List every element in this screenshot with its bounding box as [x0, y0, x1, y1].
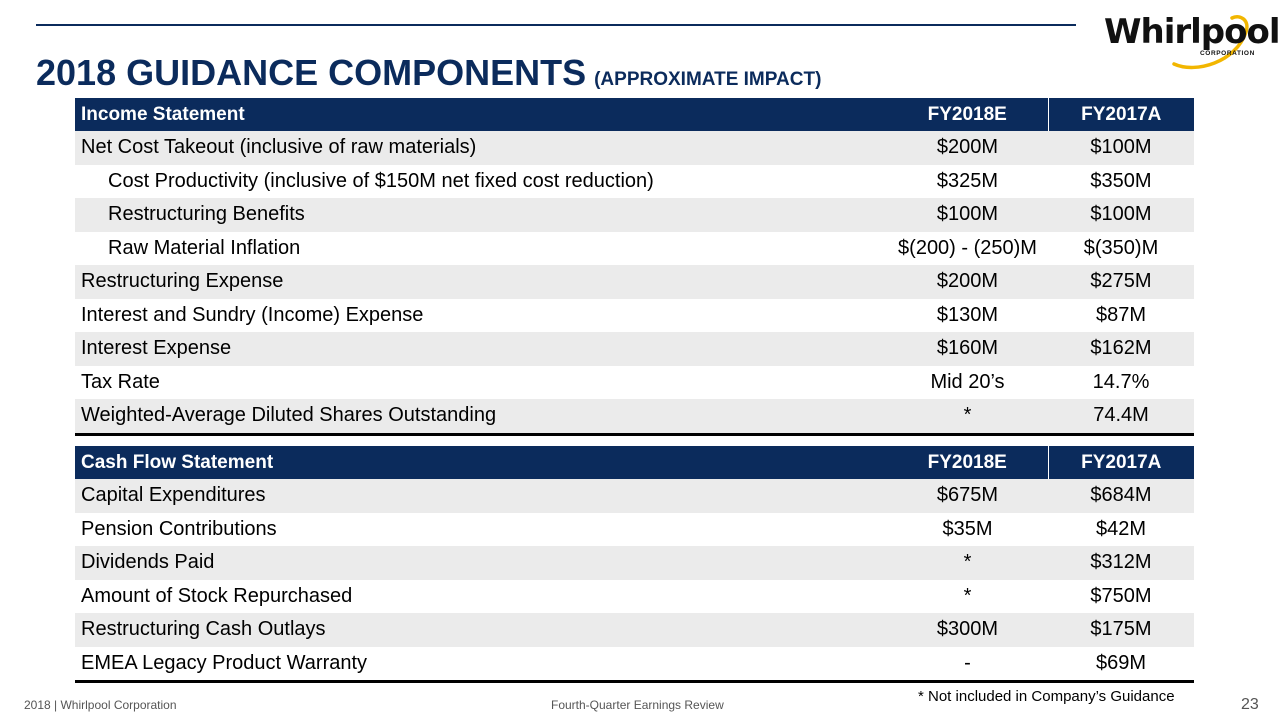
- cash-flow-statement-table: Cash Flow Statement FY2018E FY2017A Capi…: [75, 446, 1194, 683]
- table-row: Net Cost Takeout (inclusive of raw mater…: [75, 131, 1194, 165]
- row-label: Amount of Stock Repurchased: [75, 579, 887, 613]
- table-row: Weighted-Average Diluted Shares Outstand…: [75, 399, 1194, 436]
- guidance-footnote: * Not included in Company’s Guidance: [918, 688, 1175, 705]
- cashflow-header-label: Cash Flow Statement: [75, 446, 887, 479]
- table-row: Pension Contributions $35M $42M: [75, 512, 1194, 546]
- logo-wordmark: Whirlpool: [1104, 12, 1280, 52]
- fy2017a-value: $275M: [1048, 265, 1194, 299]
- fy2018e-value: -: [887, 646, 1048, 683]
- fy2018e-value: $300M: [887, 613, 1048, 647]
- fy2017a-value: $312M: [1048, 546, 1194, 580]
- row-label: Pension Contributions: [75, 512, 887, 546]
- fy2017a-value: $162M: [1048, 332, 1194, 366]
- page-subtitle: (APPROXIMATE IMPACT): [594, 69, 822, 90]
- row-label: Restructuring Expense: [75, 265, 887, 299]
- table-row: Restructuring Benefits $100M $100M: [75, 198, 1194, 232]
- fy2017a-value: $69M: [1048, 646, 1194, 683]
- row-label: Restructuring Benefits: [75, 198, 887, 232]
- fy2018e-value: *: [887, 399, 1048, 436]
- income-statement-table: Income Statement FY2018E FY2017A Net Cos…: [75, 98, 1194, 436]
- row-label: Tax Rate: [75, 365, 887, 399]
- fy2018e-value: *: [887, 546, 1048, 580]
- table-row: Dividends Paid * $312M: [75, 546, 1194, 580]
- table-row: Cost Productivity (inclusive of $150M ne…: [75, 164, 1194, 198]
- income-header-fy2018e: FY2018E: [887, 98, 1049, 131]
- fy2018e-value: $325M: [887, 164, 1048, 198]
- fy2018e-value: Mid 20’s: [887, 365, 1048, 399]
- footer-presentation-title: Fourth-Quarter Earnings Review: [551, 698, 724, 712]
- row-label: Cost Productivity (inclusive of $150M ne…: [75, 164, 887, 198]
- fy2017a-value: $42M: [1048, 512, 1194, 546]
- fy2017a-value: $100M: [1048, 198, 1194, 232]
- row-label: Interest and Sundry (Income) Expense: [75, 298, 887, 332]
- income-header-fy2017a: FY2017A: [1048, 98, 1194, 131]
- logo-swirl-icon: [1172, 15, 1249, 70]
- income-header-row: Income Statement FY2018E FY2017A: [75, 98, 1194, 131]
- page-title-main: 2018 GUIDANCE COMPONENTS: [36, 52, 587, 93]
- row-label: Capital Expenditures: [75, 479, 887, 513]
- row-label: EMEA Legacy Product Warranty: [75, 646, 887, 683]
- table-row: Restructuring Expense $200M $275M: [75, 265, 1194, 299]
- row-label: Interest Expense: [75, 332, 887, 366]
- fy2018e-value: $130M: [887, 298, 1048, 332]
- row-label: Net Cost Takeout (inclusive of raw mater…: [75, 131, 887, 165]
- fy2018e-value: $(200) - (250)M: [887, 231, 1048, 265]
- fy2018e-value: *: [887, 579, 1048, 613]
- header-rule: [36, 24, 1076, 26]
- page-number: 23: [1241, 696, 1259, 713]
- fy2017a-value: 14.7%: [1048, 365, 1194, 399]
- fy2018e-value: $160M: [887, 332, 1048, 366]
- table-row: Interest Expense $160M $162M: [75, 332, 1194, 366]
- row-label: Dividends Paid: [75, 546, 887, 580]
- table-row: Capital Expenditures $675M $684M: [75, 479, 1194, 513]
- fy2017a-value: $100M: [1048, 131, 1194, 165]
- income-header-label: Income Statement: [75, 98, 887, 131]
- cashflow-header-fy2018e: FY2018E: [887, 446, 1049, 479]
- row-label: Weighted-Average Diluted Shares Outstand…: [75, 399, 887, 436]
- fy2017a-value: $750M: [1048, 579, 1194, 613]
- fy2018e-value: $200M: [887, 131, 1048, 165]
- fy2017a-value: $175M: [1048, 613, 1194, 647]
- table-row: Raw Material Inflation $(200) - (250)M $…: [75, 231, 1194, 265]
- fy2017a-value: $(350)M: [1048, 231, 1194, 265]
- table-row: Interest and Sundry (Income) Expense $13…: [75, 298, 1194, 332]
- fy2017a-value: $87M: [1048, 298, 1194, 332]
- page-title: 2018 GUIDANCE COMPONENTS (APPROXIMATE IMP…: [36, 52, 821, 94]
- row-label: Raw Material Inflation: [75, 231, 887, 265]
- table-row: Amount of Stock Repurchased * $750M: [75, 579, 1194, 613]
- footer-company: 2018 | Whirlpool Corporation: [24, 698, 177, 712]
- fy2018e-value: $100M: [887, 198, 1048, 232]
- fy2017a-value: $350M: [1048, 164, 1194, 198]
- fy2017a-value: 74.4M: [1048, 399, 1194, 436]
- fy2018e-value: $200M: [887, 265, 1048, 299]
- logo-tagline: CORPORATION: [1200, 50, 1255, 57]
- whirlpool-logo: Whirlpool CORPORATION: [1104, 12, 1280, 70]
- cashflow-header-fy2017a: FY2017A: [1048, 446, 1194, 479]
- table-row: Tax Rate Mid 20’s 14.7%: [75, 365, 1194, 399]
- fy2017a-value: $684M: [1048, 479, 1194, 513]
- table-row: Restructuring Cash Outlays $300M $175M: [75, 613, 1194, 647]
- row-label: Restructuring Cash Outlays: [75, 613, 887, 647]
- fy2018e-value: $675M: [887, 479, 1048, 513]
- fy2018e-value: $35M: [887, 512, 1048, 546]
- cashflow-header-row: Cash Flow Statement FY2018E FY2017A: [75, 446, 1194, 479]
- table-row: EMEA Legacy Product Warranty - $69M: [75, 646, 1194, 683]
